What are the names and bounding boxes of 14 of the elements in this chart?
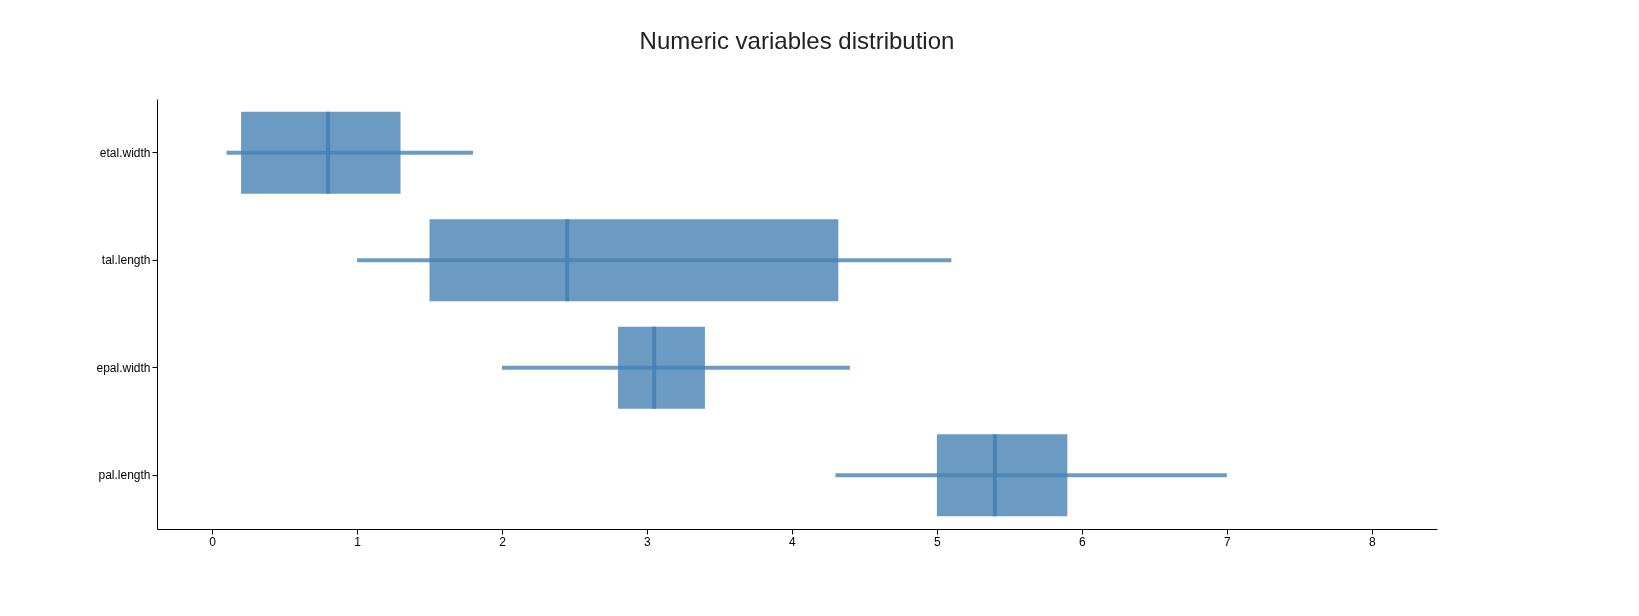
x-tick-label: 3 — [644, 534, 652, 549]
y-tick-label: pal.length — [98, 468, 151, 483]
x-tick-label: 1 — [354, 534, 362, 549]
x-tick-label: 5 — [934, 534, 942, 549]
x-tick-label: 2 — [499, 534, 507, 549]
x-tick-label: 7 — [1223, 534, 1231, 549]
y-tick-label: tal.length — [101, 253, 151, 268]
x-tick-label: 6 — [1079, 534, 1086, 549]
y-tick-label: etal.width — [99, 145, 151, 160]
y-tick-label: epal.width — [96, 360, 151, 375]
chart-title: Numeric variables distribution — [639, 27, 955, 54]
x-tick-label: 0 — [209, 534, 217, 549]
x-tick-label: 4 — [789, 534, 797, 549]
x-tick-label: 8 — [1368, 534, 1376, 549]
